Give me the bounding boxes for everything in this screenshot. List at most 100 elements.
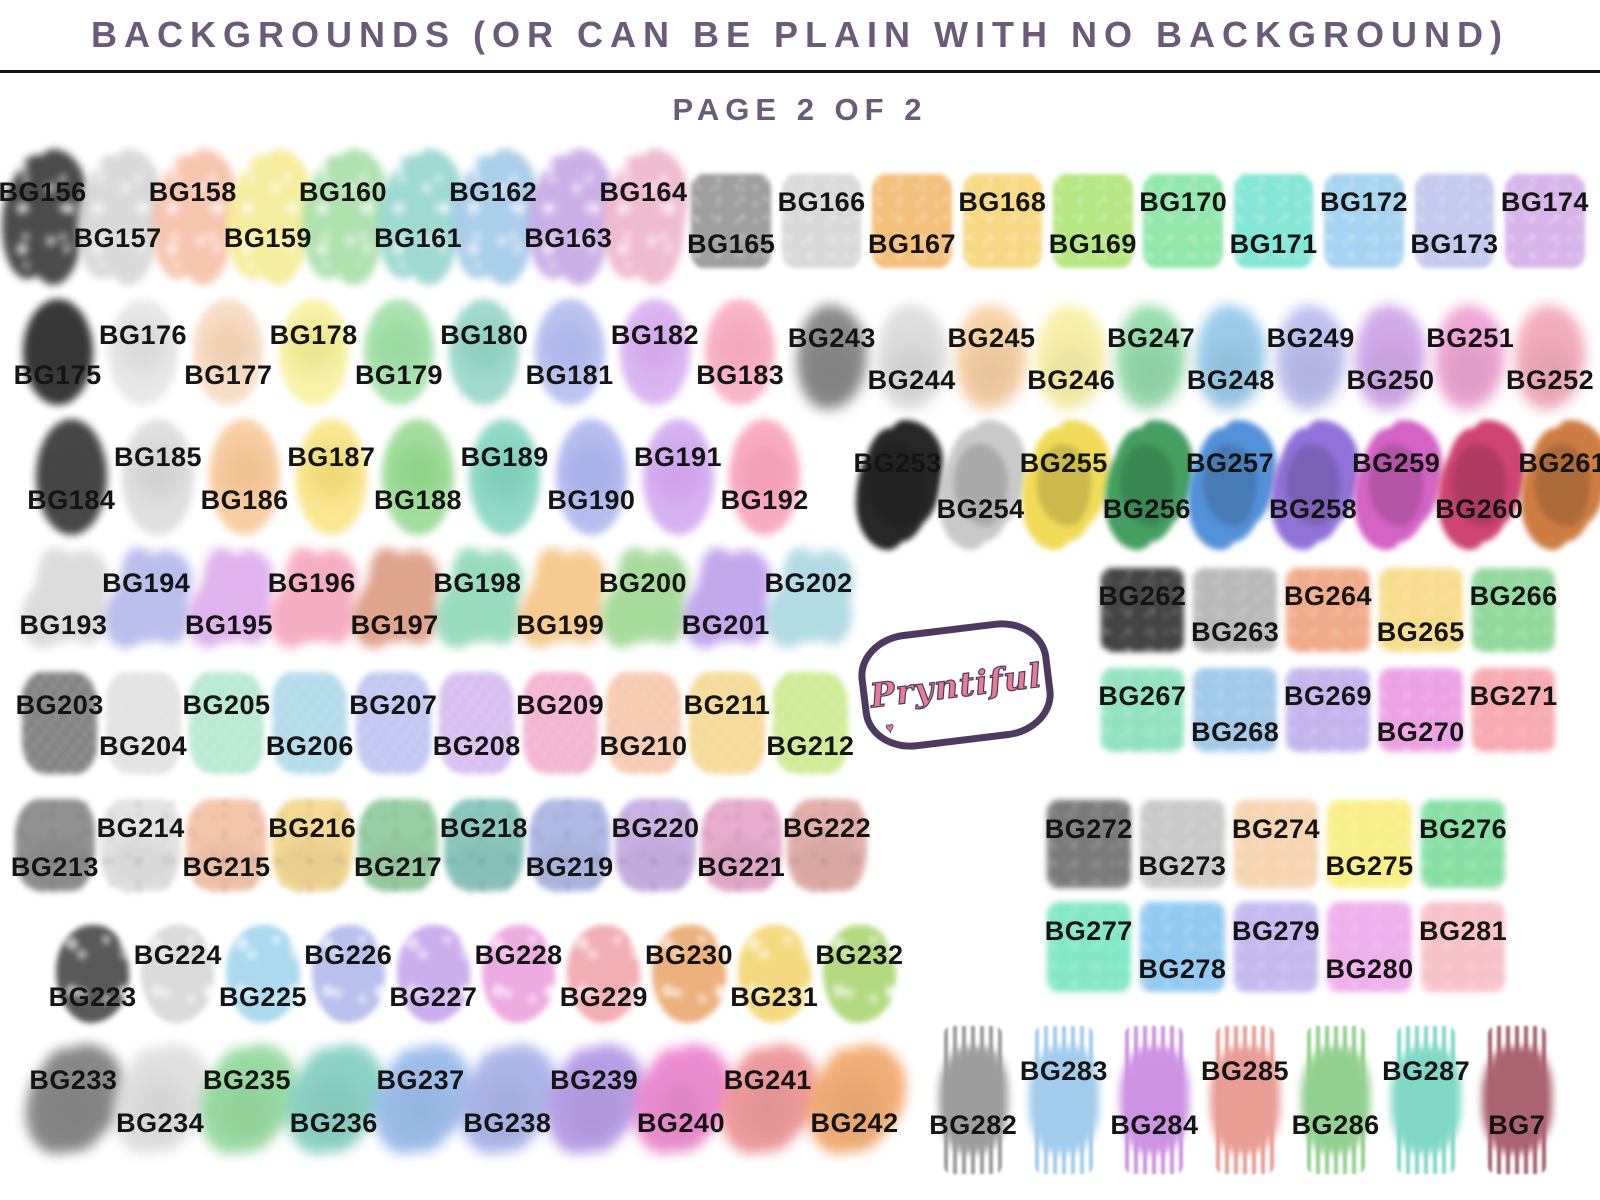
swatch-blob [209,419,281,535]
swatch-BG176: BG176 [99,298,187,406]
swatch-BG225: BG225 [219,918,307,1030]
swatch-blob [308,154,378,275]
swatch-label: BG168 [958,187,1047,218]
swatch-blob [642,419,714,535]
swatch-BG174: BG174 [1500,165,1590,277]
swatch-blob [1286,667,1370,753]
swatch-label: BG261 [1518,448,1600,479]
swatch-BG192: BG192 [721,418,808,536]
swatch-label: BG263 [1191,616,1280,647]
swatch-label: BG219 [525,852,614,883]
swatch-BG238: BG238 [463,1042,551,1158]
swatch-BG215: BG215 [182,792,270,898]
swatch-BG224: BG224 [134,918,221,1030]
swatch-label: BG287 [1382,1055,1471,1086]
swatch-BG274: BG274 [1229,794,1323,894]
swatch-blob [1046,800,1132,888]
swatch-BG248: BG248 [1187,300,1274,414]
swatch-label: BG282 [929,1110,1018,1141]
swatch-label: BG177 [184,359,273,390]
swatch-BG163: BG163 [524,152,612,277]
swatch-label: BG174 [1500,187,1589,218]
swatch-label: BG175 [13,359,102,390]
swatch-group-row6-right-b: BG277 BG278 BG279 BG280 BG281 [1042,896,1510,998]
swatch-BG219: BG219 [526,792,613,898]
swatch-blob [962,173,1043,269]
swatch-label: BG206 [265,730,354,761]
swatch-blob [822,924,897,1024]
swatch-BG272: BG272 [1042,794,1136,894]
swatch-blob [441,795,526,895]
swatch-label: BG236 [289,1108,378,1139]
swatch-BG177: BG177 [184,298,272,406]
swatch-label: BG159 [223,223,312,254]
swatch-label: BG245 [947,322,1036,353]
swatch-BG223: BG223 [49,918,136,1030]
swatch-blob [1233,800,1319,888]
swatch-BG257: BG257 [1186,424,1274,546]
swatch-blob [611,561,675,643]
swatch-group-row6-left: BG213 BG214 BG215 BG216 BG217 BG218 BG219 BG220… [11,792,871,898]
swatch-blob [1379,667,1463,753]
swatch-BG280: BG280 [1323,896,1417,998]
swatch-blob [1034,1026,1093,1174]
swatch-label: BG184 [27,485,116,516]
swatch-BG164: BG164 [599,152,687,277]
swatch-BG194: BG194 [102,546,190,658]
swatch-BG200: BG200 [599,546,687,658]
swatch-BG160: BG160 [299,152,387,277]
swatch-label: BG242 [810,1108,899,1139]
swatch-label: BG280 [1325,954,1414,985]
swatch-BG207: BG207 [349,668,437,778]
swatch-blob [270,795,354,895]
swatch-label: BG189 [460,441,549,472]
swatch-label: BG237 [376,1065,465,1096]
swatch-label: BG274 [1231,814,1321,844]
swatch-BG222: BG222 [783,792,871,898]
swatch-group-row8-left: BG233 BG234 BG235 BG236 BG237 BG238 BG239 BG240… [29,1042,898,1158]
swatch-label: BG267 [1098,681,1187,712]
swatch-group-row7-left: BG223 BG224 BG225 BG226 BG227 BG228 BG229 BG230… [49,918,903,1030]
swatch-label: BG167 [867,228,957,259]
swatch-blob [876,304,947,410]
swatch-label: BG223 [48,981,137,1012]
page-number: PAGE 2 OF 2 [672,92,928,127]
swatch-label: BG227 [389,981,478,1012]
swatch-label: BG250 [1346,364,1435,395]
swatch-label: BG199 [516,609,605,640]
swatch-blob [439,672,515,774]
swatch-blob [278,299,349,405]
swatch-BG187: BG187 [287,418,375,536]
swatch-label: BG187 [287,441,376,472]
swatch-BG172: BG172 [1319,165,1409,277]
swatch-BG197: BG197 [351,546,438,658]
swatch-label: BG197 [350,609,439,640]
swatch-blob [207,1047,287,1153]
swatch-blob [197,561,261,643]
swatch-BG267: BG267 [1096,662,1189,758]
swatch-label: BG217 [354,852,443,883]
swatch-blob [1111,427,1183,543]
swatch-label: BG275 [1325,851,1414,881]
swatch-label: BG207 [349,690,438,720]
swatch-blob [1421,800,1506,888]
swatch-blob [22,672,98,774]
swatch-BG173: BG173 [1409,165,1499,277]
swatch-blob [1028,427,1100,543]
swatch-blob [363,299,434,405]
swatch-group-row8-right: BG282 BG283 BG284 BG285 BG286 BG287 BG7 [928,1026,1562,1174]
swatch-label: BG204 [99,730,188,761]
swatch-BG201: BG201 [682,546,769,658]
swatch-BG242: BG242 [811,1042,898,1158]
swatch-blob [1306,1026,1365,1174]
swatch-BG198: BG198 [433,546,521,658]
swatch-blob [35,419,107,535]
swatch-blob [22,299,93,405]
swatch-label: BG209 [516,690,605,720]
swatch-blob [1327,800,1412,888]
swatch-label: BG256 [1102,493,1191,524]
swatch-blob [458,154,528,275]
swatch-label: BG166 [777,187,866,218]
swatch-blob [363,561,427,643]
swatch-BG283: BG283 [1019,1026,1110,1174]
